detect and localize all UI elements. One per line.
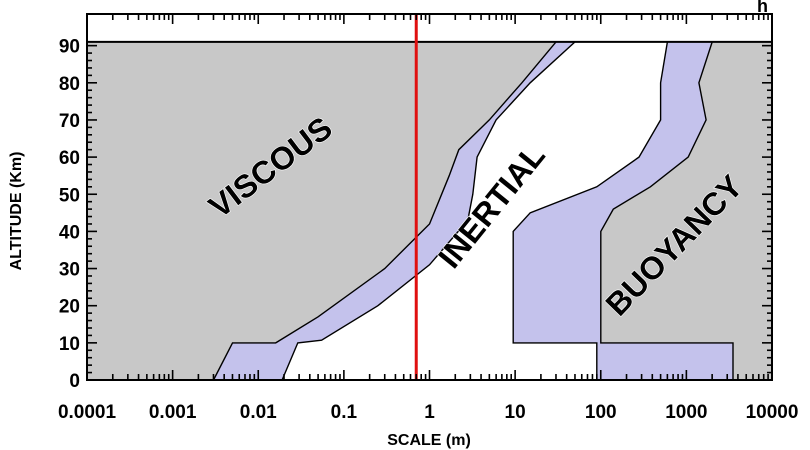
plot-area [87,14,772,381]
inertial-region [282,41,668,381]
x-tick-label: 10000 [746,402,799,423]
x-tick-label: 10 [505,402,526,423]
x-tick-label: 0.1 [331,402,358,423]
x-tick-label: 0.01 [240,402,277,423]
viscous-inertial-band-left-edge [212,41,557,381]
y-tick-label: 20 [59,297,80,318]
y-tick-label: 40 [59,222,80,243]
y-tick-label: 0 [69,371,80,392]
inertial-buoyancy-band-right-edge [600,41,734,380]
y-tick-label: 30 [59,260,80,281]
x-tick-label: 0.001 [149,402,197,423]
y-tick-label: 60 [59,148,80,169]
x-axis-title: SCALE (m) [387,432,471,449]
y-tick-label: 80 [59,74,80,95]
y-tick-label: 90 [59,37,80,58]
x-tick-labels: 0.0001 0.001 0.01 0.1 1 10 100 1000 10000 [58,402,798,423]
viscous-inertial-band [213,41,575,381]
y-ticks [87,44,772,381]
x-tick-label: 1000 [665,402,707,423]
x-tick-label: 1 [424,402,435,423]
title-partial: h [757,0,768,16]
x-tick-label: 100 [585,402,617,423]
y-tick-label: 70 [59,111,80,132]
y-tick-label: 50 [59,185,80,206]
y-axis-title: ALTITUDE (Km) [8,152,25,271]
inertial-buoyancy-band-left-edge [512,41,669,380]
viscous-inertial-band-right-edge [281,41,576,381]
inertial-buoyancy-band [513,41,733,381]
x-tick-label: 0.0001 [58,402,117,423]
y-tick-label: 10 [59,334,80,355]
y-tick-labels: 0 10 20 30 40 50 60 70 80 90 [59,37,80,392]
x-ticks [86,14,769,380]
